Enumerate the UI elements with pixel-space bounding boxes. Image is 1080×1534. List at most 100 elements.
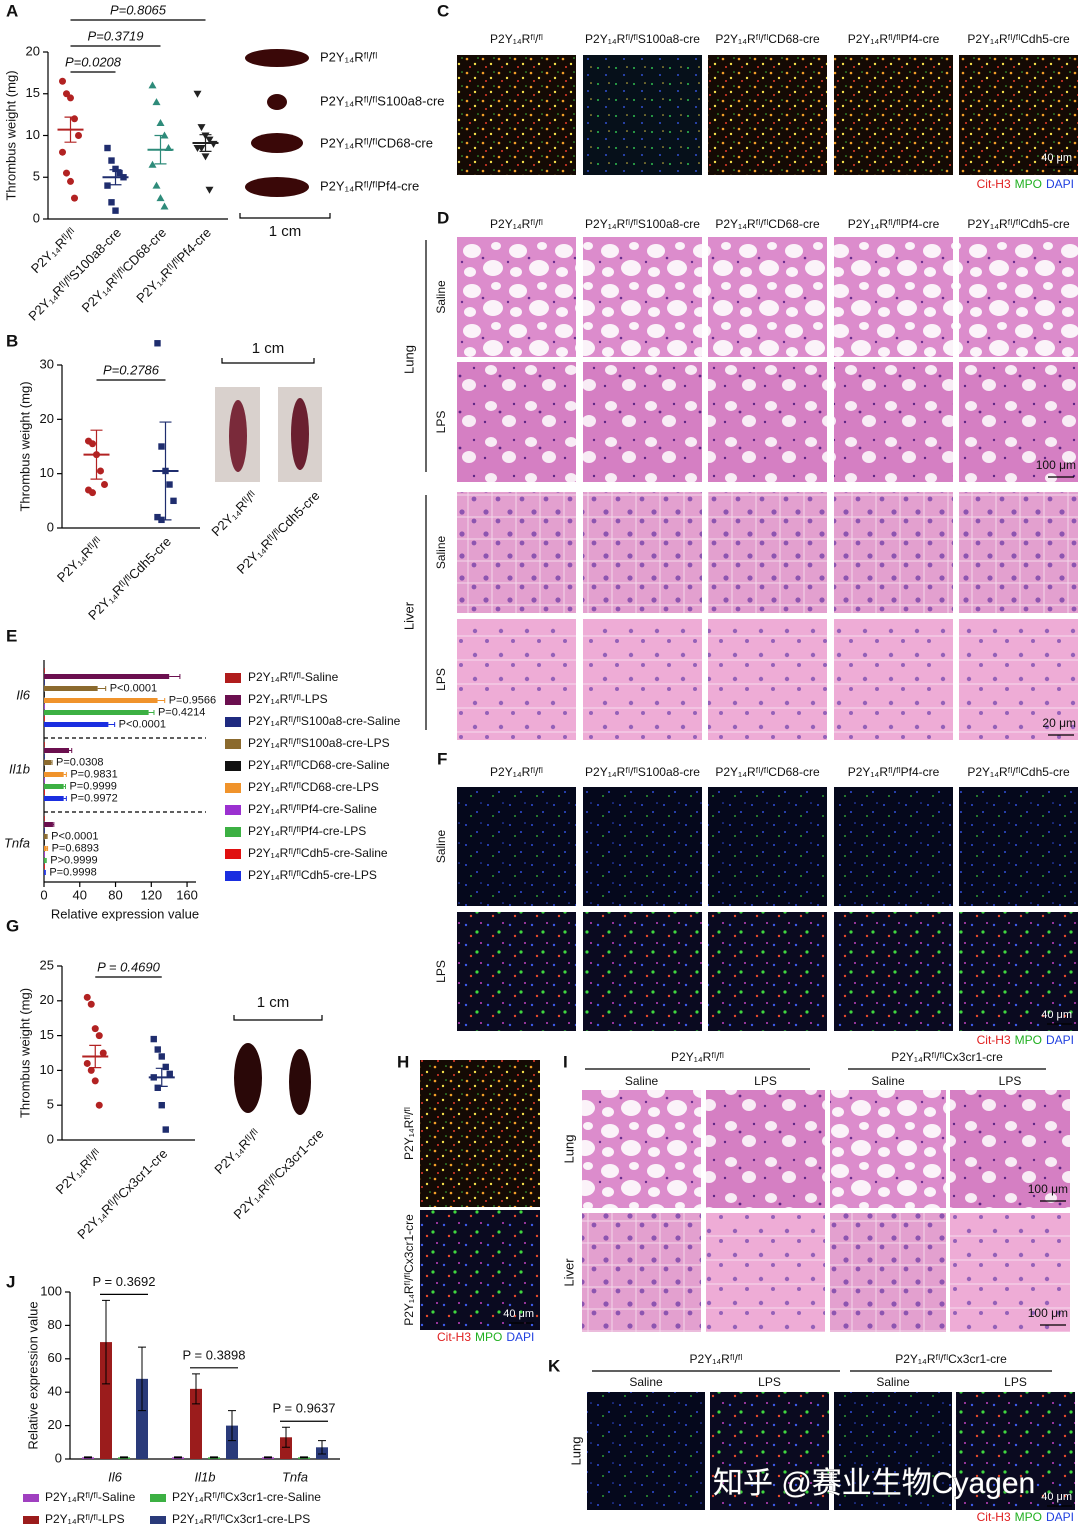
legend-swatch xyxy=(225,871,241,881)
legend-swatch xyxy=(150,1494,166,1502)
column-label: P2Y₁₄Rᶠˡ/ᶠˡPf4-cre xyxy=(848,217,940,231)
data-point xyxy=(83,1059,91,1067)
error-bar xyxy=(318,1440,326,1455)
micrograph xyxy=(708,55,827,175)
panel-label: E xyxy=(6,626,17,645)
bar xyxy=(44,858,46,863)
data-point xyxy=(156,194,165,202)
column-label: P2Y₁₄Rᶠˡ/ᶠˡS100a8-cre xyxy=(585,217,700,231)
data-point xyxy=(160,202,169,210)
micrograph xyxy=(708,237,827,357)
error-bar xyxy=(210,1456,218,1459)
row-label: LPS xyxy=(434,668,448,691)
micrograph xyxy=(457,362,576,482)
x-axis-title: Relative expression value xyxy=(51,906,199,921)
micrograph xyxy=(582,1090,701,1208)
photo-label: P2Y₁₄Rᶠˡ/ᶠˡCD68-cre xyxy=(320,135,433,150)
micrograph xyxy=(457,619,576,740)
legend-label: P2Y₁₄Rᶠˡ/ᶠˡPf4-cre-Saline xyxy=(248,802,377,816)
bar xyxy=(44,692,45,697)
row-label: LPS xyxy=(434,411,448,434)
p-value: P = 0.3898 xyxy=(182,1347,245,1362)
scale-label: 40 μm xyxy=(1041,1009,1072,1021)
bar xyxy=(44,822,53,827)
column-label: P2Y₁₄Rᶠˡ/ᶠˡCdh5-cre xyxy=(967,32,1070,46)
column-label: P2Y₁₄Rᶠˡ/ᶠˡPf4-cre xyxy=(848,765,940,779)
micrograph xyxy=(583,237,702,357)
x-tick-label: P2Y₁₄Rᶠˡ/ᶠˡCD68-cre xyxy=(79,225,169,315)
scale-bar-label: 1 cm xyxy=(252,340,285,357)
micrograph xyxy=(457,492,576,613)
column-label: P2Y₁₄Rᶠˡ/ᶠˡ xyxy=(490,217,543,231)
data-point xyxy=(158,1102,165,1109)
bar xyxy=(44,716,45,721)
data-point xyxy=(97,467,104,475)
stain-label: MPO xyxy=(475,1330,502,1344)
photo-label: P2Y₁₄Rᶠˡ/ᶠˡ xyxy=(320,49,377,64)
column-label: LPS xyxy=(1004,1375,1027,1389)
data-point xyxy=(162,1126,169,1133)
legend-label: P2Y₁₄Rᶠˡ/ᶠˡ-Saline xyxy=(248,670,339,684)
error-bar xyxy=(109,169,122,186)
data-point xyxy=(154,1046,161,1053)
y-tick-label: 0 xyxy=(55,1450,62,1465)
bar xyxy=(44,704,45,709)
data-point xyxy=(112,165,119,173)
data-point xyxy=(158,1053,165,1060)
scale-label: 40 μm xyxy=(503,1308,534,1320)
stain-label: Cit-H3 xyxy=(977,177,1011,191)
row-label: Saline xyxy=(434,280,448,314)
scale-label: 100 μm xyxy=(1028,1182,1068,1196)
error-bar xyxy=(199,134,212,152)
micrograph xyxy=(583,55,702,175)
y-tick-label: 30 xyxy=(40,356,54,371)
micrograph xyxy=(959,912,1078,1031)
data-point xyxy=(99,1049,107,1057)
x-tick-label: P2Y₁₄Rᶠˡ/ᶠˡ xyxy=(54,534,105,585)
micrograph xyxy=(708,787,827,906)
legend-label: P2Y₁₄Rᶠˡ/ᶠˡCdh5-cre-LPS xyxy=(248,868,377,882)
panel-label: D xyxy=(437,208,449,227)
legend-label: P2Y₁₄Rᶠˡ/ᶠˡCD68-cre-LPS xyxy=(248,780,379,794)
p-value: P=0.4214 xyxy=(158,706,205,718)
data-point xyxy=(148,160,157,168)
legend-swatch xyxy=(225,673,241,683)
data-point xyxy=(95,1101,103,1109)
legend-swatch xyxy=(225,739,241,749)
row-label: Saline xyxy=(434,535,448,569)
p-value: P>0.9999 xyxy=(50,854,97,866)
micrograph xyxy=(706,1213,825,1332)
data-point xyxy=(67,177,74,185)
data-point xyxy=(166,1070,173,1078)
data-point xyxy=(87,1066,95,1074)
y-tick-label: 5 xyxy=(33,169,40,184)
data-point xyxy=(116,169,123,177)
photo-label: P2Y₁₄Rᶠˡ/ᶠˡ xyxy=(208,488,259,539)
legend-label: P2Y₁₄Rᶠˡ/ᶠˡS100a8-cre-LPS xyxy=(248,736,390,750)
data-point xyxy=(89,489,96,497)
p-value: P<0.0001 xyxy=(110,682,157,694)
error-bar xyxy=(228,1410,236,1442)
micrograph xyxy=(420,1210,540,1330)
group-label: P2Y₁₄Rᶠˡ/ᶠˡ xyxy=(671,1050,724,1064)
p-value: P=0.0308 xyxy=(56,756,103,768)
error-bar xyxy=(90,429,103,480)
scale-label: 40 μm xyxy=(1041,152,1072,164)
bar xyxy=(44,816,45,821)
stain-label: Cit-H3 xyxy=(977,1033,1011,1047)
p-value: P=0.9972 xyxy=(70,792,117,804)
bar xyxy=(44,680,45,685)
data-point xyxy=(162,1063,169,1071)
scale-bar xyxy=(239,213,331,219)
micrograph xyxy=(582,1213,701,1332)
stain-label: Cit-H3 xyxy=(437,1330,471,1344)
error-bar xyxy=(69,748,73,753)
stain-label: DAPI xyxy=(1046,1510,1074,1524)
data-point xyxy=(71,115,78,123)
micrograph xyxy=(834,619,953,740)
data-point xyxy=(75,132,82,139)
y-tick-label: 20 xyxy=(48,1417,62,1432)
panel-label: B xyxy=(6,331,18,350)
error-bar xyxy=(174,1456,182,1459)
